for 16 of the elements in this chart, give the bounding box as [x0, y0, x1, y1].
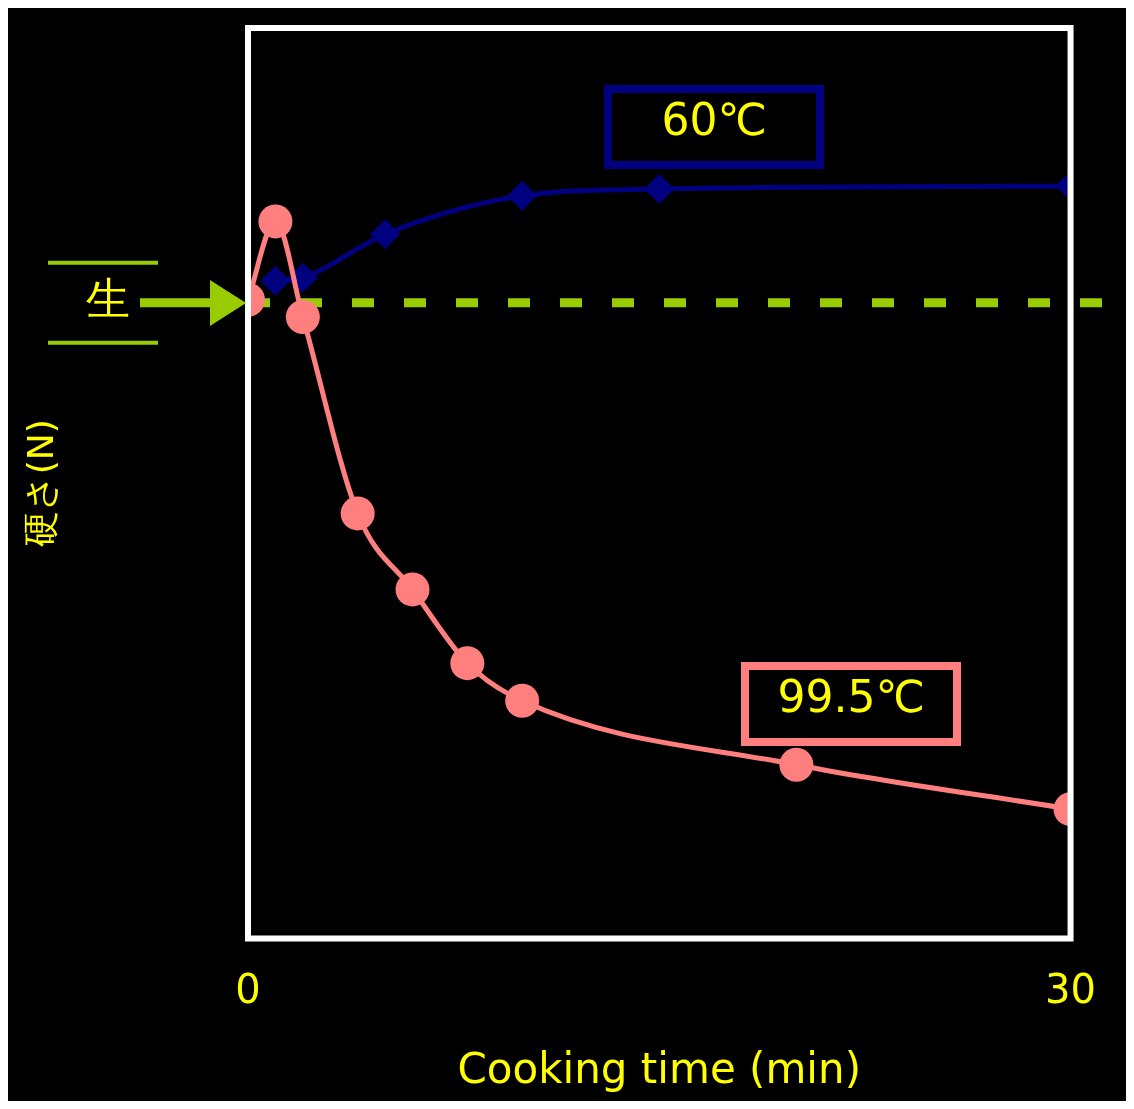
x-tick-label: 30 [1045, 965, 1096, 1012]
point [340, 496, 375, 531]
point [258, 204, 293, 239]
point [507, 180, 538, 211]
series-label: 99.5℃ [776, 670, 926, 722]
point [450, 646, 485, 681]
y-axis-title: 硬さ(N) [19, 419, 61, 548]
x-axis-title: Cooking time (min) [457, 1043, 862, 1093]
ref-line-label: 生 [86, 273, 130, 325]
x-tick-label: 0 [235, 965, 261, 1012]
point [260, 265, 291, 296]
series-label: 60℃ [660, 93, 768, 145]
point [370, 219, 401, 250]
point [285, 299, 320, 334]
point [505, 683, 540, 718]
point [395, 572, 430, 607]
